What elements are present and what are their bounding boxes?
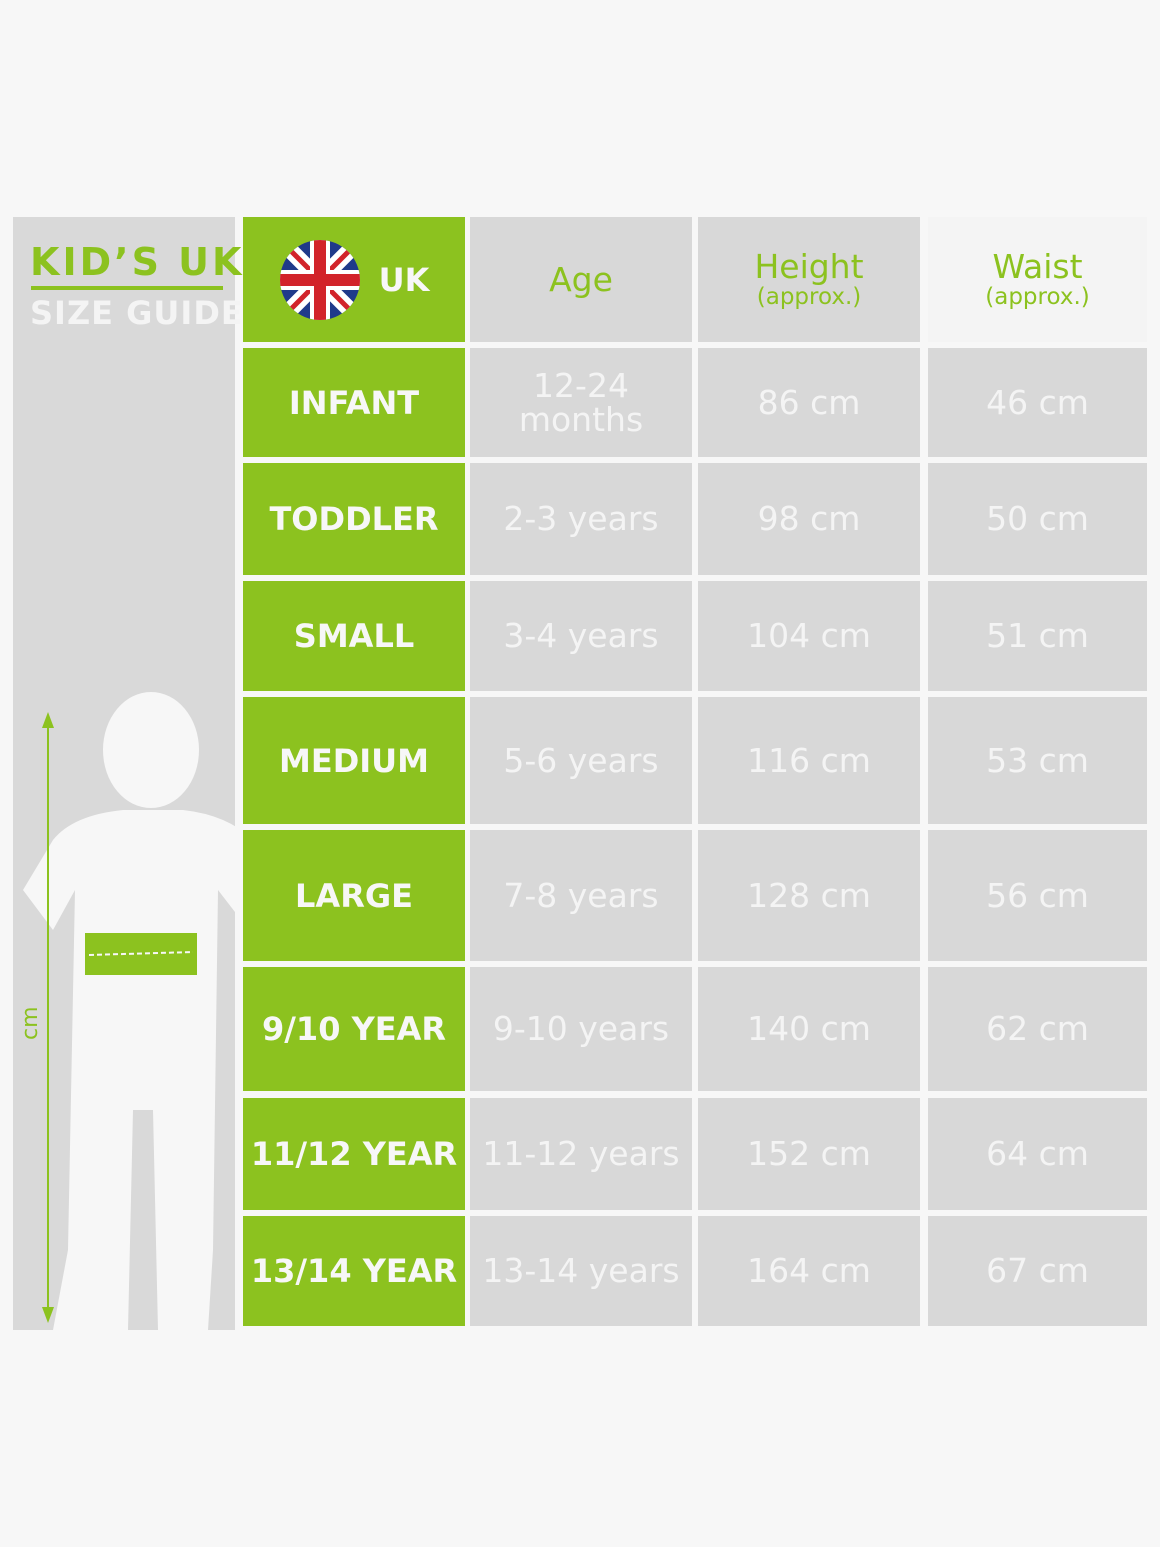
header-waist-sub: (approx.)	[985, 283, 1090, 310]
header-uk-label: UK	[378, 260, 430, 299]
row-height-cell: 104 cm	[698, 581, 920, 691]
header-waist-label: Waist	[992, 246, 1083, 286]
header-age: Age	[470, 217, 692, 342]
row-waist-cell: 64 cm	[928, 1098, 1147, 1210]
row-height-cell: 128 cm	[698, 830, 920, 961]
header-waist: Waist (approx.)	[928, 217, 1147, 342]
row-waist-cell: 56 cm	[928, 830, 1147, 961]
row-age-cell: 13-14 years	[470, 1216, 692, 1326]
row-size-cell: 11/12 YEAR	[243, 1098, 465, 1210]
row-age-cell: 5-6 years	[470, 697, 692, 824]
header-height-label: Height	[754, 246, 864, 286]
row-height-cell: 164 cm	[698, 1216, 920, 1326]
row-waist-cell: 50 cm	[928, 463, 1147, 575]
header-height: Height (approx.)	[698, 217, 920, 342]
row-size-cell: MEDIUM	[243, 697, 465, 824]
row-age-cell: 12-24 months	[470, 348, 692, 457]
row-size-cell: LARGE	[243, 830, 465, 961]
row-height-cell: 152 cm	[698, 1098, 920, 1210]
child-silhouette-icon	[23, 692, 271, 1330]
row-height-cell: 116 cm	[698, 697, 920, 824]
row-waist-cell: 51 cm	[928, 581, 1147, 691]
row-size-cell: 13/14 YEAR	[243, 1216, 465, 1326]
row-size-cell: TODDLER	[243, 463, 465, 575]
title-line-2: SIZE GUIDE	[30, 294, 244, 332]
row-age-cell: 11-12 years	[470, 1098, 692, 1210]
row-height-cell: 86 cm	[698, 348, 920, 457]
row-height-cell: 140 cm	[698, 967, 920, 1091]
header-height-sub: (approx.)	[756, 283, 862, 310]
row-waist-cell: 53 cm	[928, 697, 1147, 824]
row-waist-cell: 62 cm	[928, 967, 1147, 1091]
row-waist-cell: 67 cm	[928, 1216, 1147, 1326]
uk-flag-icon	[279, 239, 360, 320]
header-uk: UK	[243, 217, 465, 342]
row-size-cell: INFANT	[243, 348, 465, 457]
row-age-cell: 9-10 years	[470, 967, 692, 1091]
axis-label-cm: cm	[18, 1006, 43, 1040]
row-age-cell: 3-4 years	[470, 581, 692, 691]
title-line-1: KID’S UK	[30, 240, 245, 284]
row-size-cell: SMALL	[243, 581, 465, 691]
title-divider	[31, 286, 223, 290]
row-age-cell: 2-3 years	[470, 463, 692, 575]
row-size-cell: 9/10 YEAR	[243, 967, 465, 1091]
row-waist-cell: 46 cm	[928, 348, 1147, 457]
row-height-cell: 98 cm	[698, 463, 920, 575]
row-age-cell: 7-8 years	[470, 830, 692, 961]
